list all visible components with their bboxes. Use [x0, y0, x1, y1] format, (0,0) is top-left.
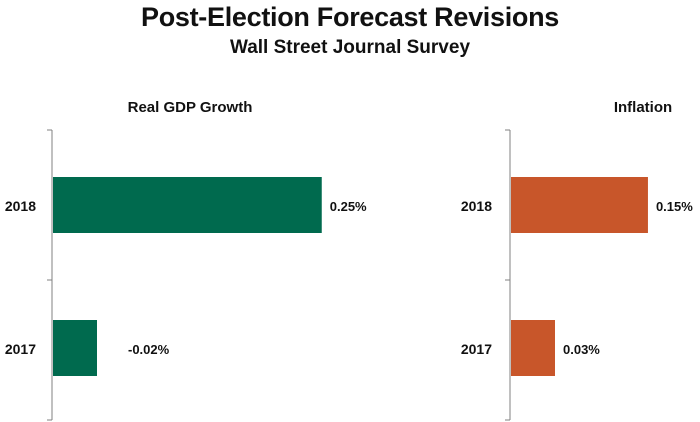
chart-title: Post-Election Forecast Revisions: [140, 2, 560, 32]
bar-real-gdp-growth-2017: [53, 320, 97, 376]
value-label-inflation-2017: 0.03%: [563, 342, 600, 357]
bar-inflation-2018: [511, 177, 648, 233]
category-label-inflation-2017: 2017: [461, 341, 492, 357]
value-label-real-gdp-growth-2017: -0.02%: [128, 342, 170, 357]
bar-inflation-2017: [511, 320, 555, 376]
category-label-inflation-2018: 2018: [461, 198, 492, 214]
panel-title-real-gdp-growth: Real GDP Growth: [128, 99, 253, 116]
value-label-real-gdp-growth-2018: 0.25%: [330, 199, 367, 214]
chart-subtitle: Wall Street Journal Survey: [229, 37, 471, 58]
value-label-inflation-2018: 0.15%: [656, 199, 693, 214]
category-label-real-gdp-growth-2018: 2018: [5, 198, 36, 214]
category-label-real-gdp-growth-2017: 2017: [5, 341, 36, 357]
panel-title-inflation: Inflation: [614, 99, 672, 116]
bar-real-gdp-growth-2018: [53, 177, 322, 233]
